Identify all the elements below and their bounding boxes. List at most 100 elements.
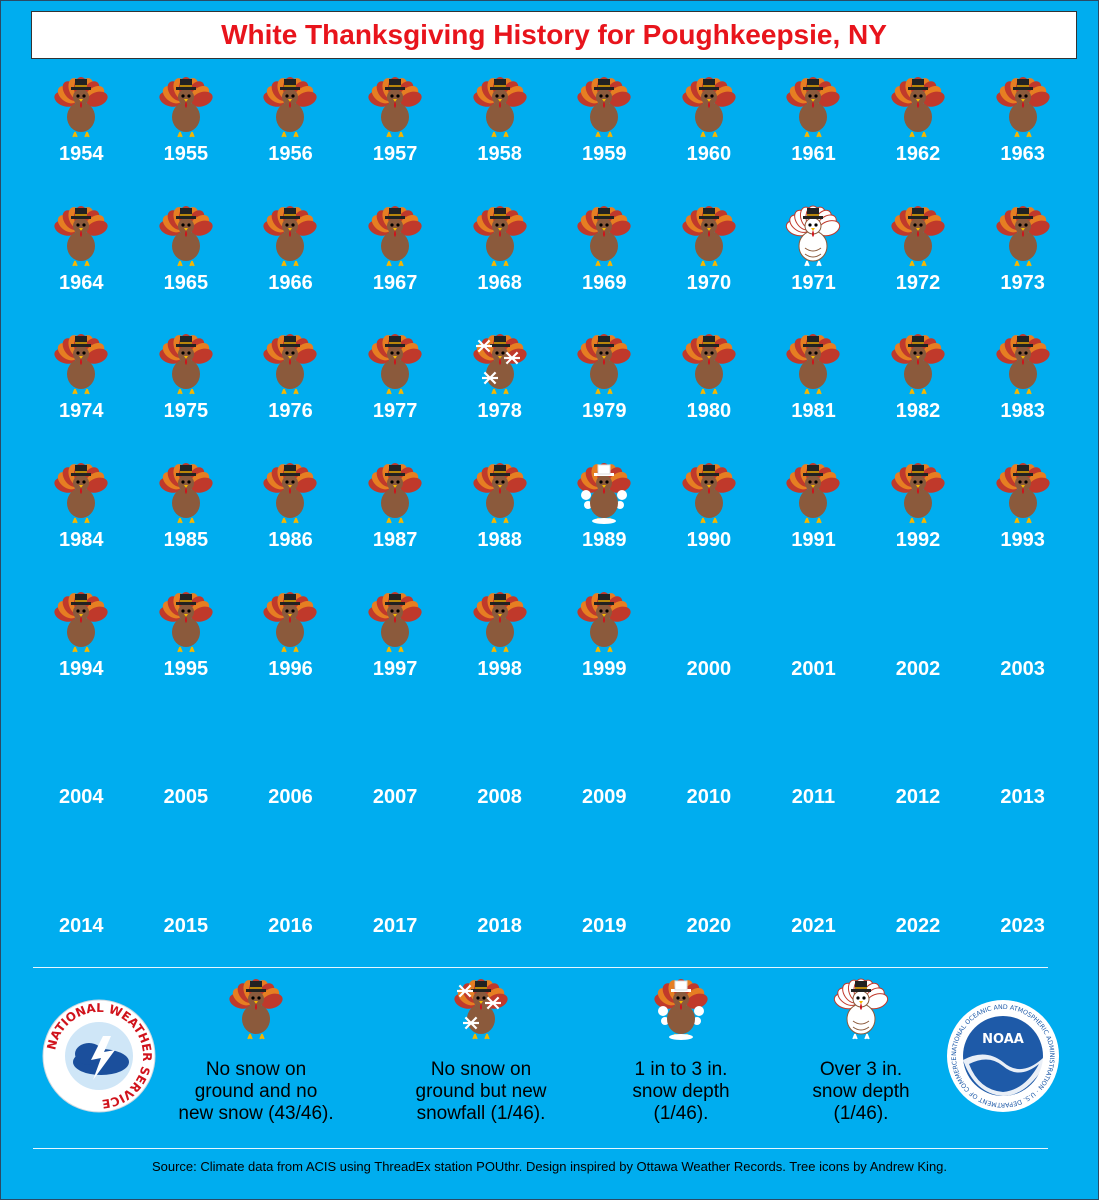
year-cell: 1991 (761, 457, 866, 586)
year-label: 1999 (582, 657, 627, 680)
year-label: 1976 (268, 400, 313, 423)
turkey-no-snow-icon (134, 200, 239, 268)
year-cell: 1984 (29, 457, 134, 586)
year-cell: 1968 (447, 200, 552, 329)
year-cell: 2012 (866, 714, 971, 843)
year-cell: 1981 (761, 328, 866, 457)
year-label: 1965 (163, 271, 209, 294)
legend-depth-1-3-line2: snow depth (632, 1081, 730, 1102)
year-cell: 2010 (657, 714, 762, 843)
turkey-no-snow-icon (343, 328, 448, 396)
year-label: 1987 (372, 529, 418, 552)
year-label: 2005 (163, 786, 209, 809)
year-label: 1966 (268, 271, 313, 294)
year-label: 1975 (163, 400, 209, 423)
year-cell: 2003 (970, 586, 1075, 715)
year-cell: 1970 (657, 200, 762, 329)
year-cell: 1974 (29, 328, 134, 457)
year-cell: 1972 (866, 200, 971, 329)
legend-depth-1-3-line1: 1 in to 3 in. (634, 1059, 728, 1080)
year-cell: 2023 (970, 843, 1075, 972)
year-cell: 1989 (552, 457, 657, 586)
year-label: 2006 (268, 786, 313, 809)
turkey-no-snow-icon (29, 586, 134, 654)
turkey-no-snow-icon (29, 328, 134, 396)
year-label: 1982 (895, 400, 941, 423)
turkey-no-snow-icon (552, 586, 657, 654)
year-cell: 1973 (970, 200, 1075, 329)
year-label: 1973 (1000, 271, 1045, 294)
year-cell: 1958 (447, 71, 552, 200)
year-cell: 1985 (134, 457, 239, 586)
year-label: 2021 (791, 915, 836, 938)
turkey-no-snow-icon (134, 457, 239, 525)
year-cell: 2016 (238, 843, 343, 972)
year-cell: 1961 (761, 71, 866, 200)
svg-text:NOAA: NOAA (982, 1032, 1024, 1047)
year-label: 1995 (163, 657, 209, 680)
year-label: 2011 (791, 786, 836, 809)
turkey-no-snow-icon (866, 457, 971, 525)
year-cell: 1988 (447, 457, 552, 586)
year-cell: 1960 (657, 71, 762, 200)
turkey-no-snow-icon (238, 71, 343, 139)
turkey-no-snow-icon (657, 71, 762, 139)
turkey-over-3in-icon (771, 977, 951, 1041)
year-label: 2014 (59, 915, 104, 938)
year-cell: 2008 (447, 714, 552, 843)
year-label: 2007 (372, 786, 418, 809)
legend-depth-over-3: Over 3 in. snow depth (1/46). (771, 977, 951, 1125)
turkey-no-snow-icon (761, 328, 866, 396)
year-label: 2000 (686, 657, 732, 680)
year-cell: 2009 (552, 714, 657, 843)
year-cell: 1976 (238, 328, 343, 457)
nws-logo-icon: NATIONAL WEATHER SERVICE (41, 998, 157, 1114)
year-cell: 1996 (238, 586, 343, 715)
divider-top (33, 967, 1048, 968)
year-label: 1981 (791, 400, 836, 423)
turkey-no-snow-icon (657, 328, 762, 396)
year-cell: 1959 (552, 71, 657, 200)
turkey-no-snow-icon (552, 328, 657, 396)
year-label: 1992 (895, 529, 941, 552)
turkey-1-3in-icon (591, 977, 771, 1041)
year-grid: 1954 1955 1956 1957 1958 1959 1960 1961 1962 1963… (29, 71, 1075, 972)
year-label: 1955 (163, 143, 209, 165)
turkey-no-snow-icon (29, 457, 134, 525)
year-cell: 2017 (343, 843, 448, 972)
year-label: 2013 (1000, 786, 1045, 809)
year-cell: 1966 (238, 200, 343, 329)
year-label: 1972 (895, 271, 941, 294)
year-label: 1958 (477, 143, 522, 165)
year-label: 2020 (686, 915, 732, 938)
year-cell: 1982 (866, 328, 971, 457)
year-label: 1957 (372, 143, 418, 165)
year-label: 1993 (1000, 529, 1045, 552)
year-cell: 2007 (343, 714, 448, 843)
year-label: 1986 (268, 529, 313, 552)
year-label: 1960 (686, 143, 732, 165)
year-cell: 1986 (238, 457, 343, 586)
year-label: 2023 (1000, 915, 1045, 938)
year-cell: 1955 (134, 71, 239, 200)
legend-no-snow-line2: ground and no (194, 1081, 318, 1102)
year-label: 1988 (477, 529, 522, 552)
year-label: 2008 (477, 786, 522, 809)
year-cell: 1956 (238, 71, 343, 200)
turkey-no-snow-icon (657, 200, 762, 268)
turkey-no-snow-icon (866, 200, 971, 268)
year-cell: 1980 (657, 328, 762, 457)
turkey-over-3in-icon (761, 200, 866, 268)
year-label: 2017 (372, 915, 418, 938)
year-label: 1963 (1000, 143, 1045, 165)
year-cell: 1999 (552, 586, 657, 715)
year-cell: 2011 (761, 714, 866, 843)
year-cell: 2002 (866, 586, 971, 715)
turkey-no-snow-icon (238, 586, 343, 654)
year-cell: 1997 (343, 586, 448, 715)
year-cell: 1971 (761, 200, 866, 329)
year-cell: 1962 (866, 71, 971, 200)
turkey-no-snow-icon (447, 71, 552, 139)
turkey-no-snow-icon (970, 457, 1075, 525)
